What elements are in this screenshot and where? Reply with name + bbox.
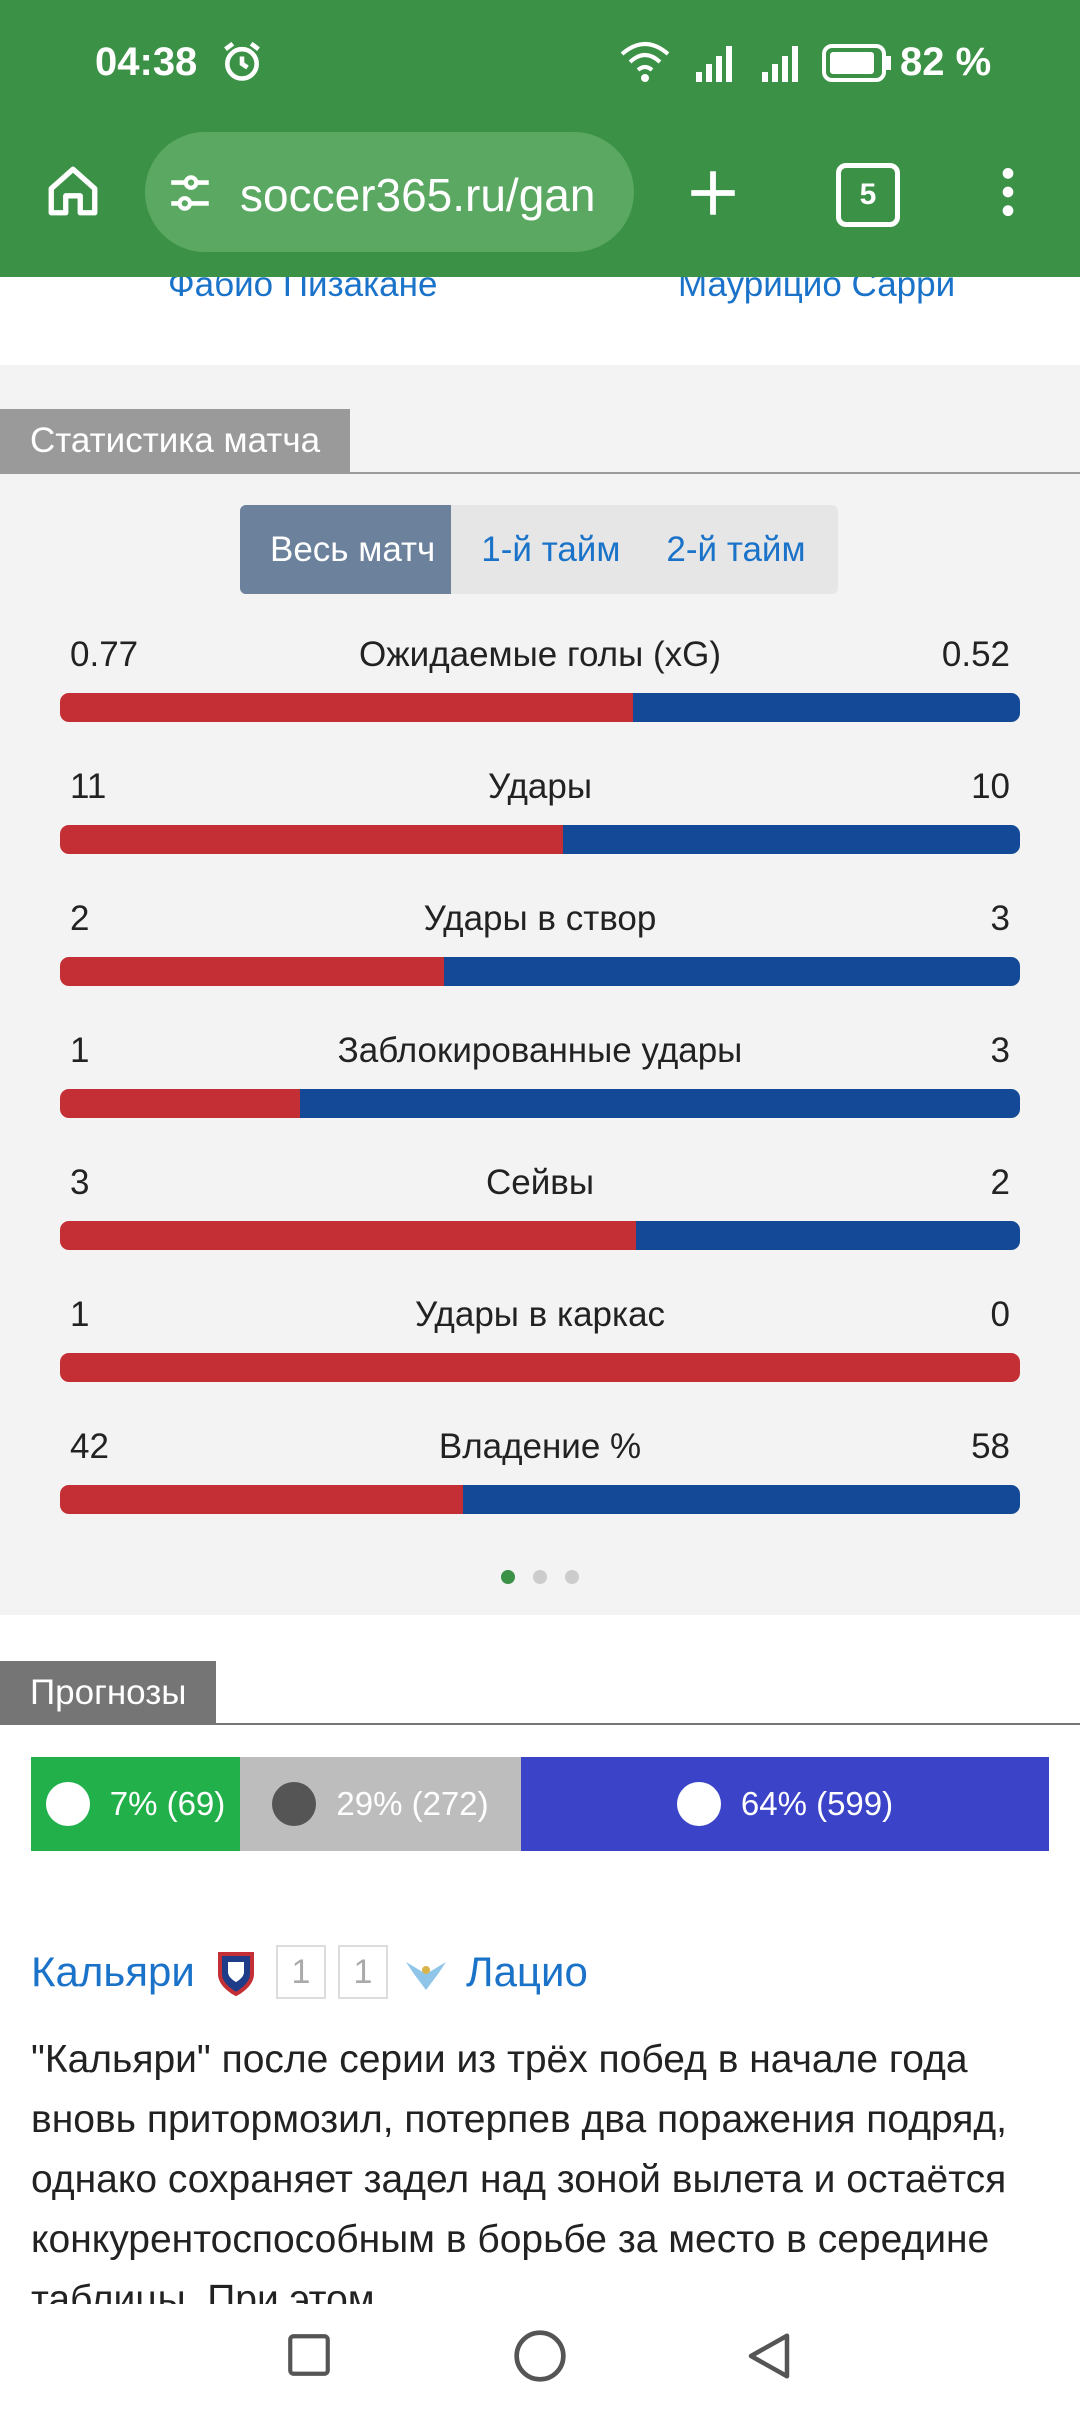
recents-button[interactable] [284,2330,334,2380]
outcome-icon [45,1782,90,1826]
away-bar [444,957,1020,986]
home-value: 0.77 [70,635,139,674]
section-title: Статистика матча [0,409,351,472]
stat-label: Удары [487,767,592,806]
home-bar [60,1089,300,1118]
away-value: 0.52 [941,635,1010,674]
score: 1 [338,1945,388,1999]
away-bar [300,1089,1020,1118]
home-bar [60,1353,1020,1382]
stat-bar [60,1089,1020,1118]
alarm-icon [224,41,260,81]
home-value: 2 [70,899,90,938]
prediction-label: 7% (69) [109,1785,226,1822]
url-bar[interactable]: soccer365.ru/gan [145,132,634,252]
home-bar [60,825,563,854]
home-bar [60,1485,464,1514]
battery-icon [822,44,891,82]
stat-label: Сейвы [485,1163,595,1202]
stat-bar [60,1221,1020,1250]
away-bar [463,1485,1020,1514]
period-tab[interactable]: Весь матч [240,505,452,594]
away-bar [562,825,1020,854]
away-value: 3 [990,1031,1010,1070]
away-value: 3 [990,899,1010,938]
home-bar [60,693,634,722]
stat-bar [60,1485,1020,1514]
period-tab[interactable]: 1-й тайм [481,530,621,569]
team-link[interactable]: Лацио [466,1948,588,1995]
back-button[interactable] [742,2328,796,2384]
away-bar [633,693,1020,722]
team-logo [406,1962,446,1990]
away-bar [636,1221,1020,1250]
menu-button[interactable] [980,162,1036,222]
home-value: 11 [70,767,107,806]
site-settings-icon[interactable] [165,168,215,218]
home-value: 1 [70,1295,90,1334]
url-text: soccer365.ru/gan [240,169,596,221]
section-line [0,472,1080,474]
prediction-label: 29% (272) [336,1785,489,1822]
preview-text: "Кальяри" после серии из трёх побед в на… [31,2038,1007,2304]
stat-bar [60,825,1020,854]
stat-label: Заблокированные удары [337,1031,743,1070]
browser-header: 04:38 82 % soccer365.ru/gan 5 [0,0,1080,277]
predictions-bar: 7% (69) 29% (272) 64% (599) [31,1757,1049,1851]
period-tabs: Весь матч 1-й тайм 2-й тайм [240,505,838,594]
team-link[interactable]: Кальяри [31,1948,195,1995]
stat-bar [60,693,1020,722]
page-dot[interactable] [565,1570,579,1584]
home-bar [60,957,444,986]
battery-level: 82 % [900,40,992,84]
status-time: 04:38 [95,40,198,84]
stat-bar [60,1353,1020,1382]
nav-bar [0,2304,1080,2412]
home-value: 42 [70,1427,109,1466]
away-value: 2 [990,1163,1010,1202]
prediction-segment[interactable]: 29% (272) [240,1757,521,1851]
match-stats: Статистика матча Весь матч 1-й тайм 2-й та… [0,365,1080,1615]
home-nav-button[interactable] [512,2328,568,2384]
away-value: 0 [990,1295,1010,1334]
outcome-icon [272,1782,317,1826]
prediction-label: 64% (599) [740,1785,894,1822]
prediction-segment[interactable]: 7% (69) [31,1757,240,1851]
period-tab[interactable]: 2-й тайм [666,530,806,569]
stat-label: Удары в створ [423,899,657,938]
prediction-segment[interactable]: 64% (599) [521,1757,1049,1851]
stat-label: Ожидаемые голы (xG) [359,635,721,674]
away-value: 10 [971,767,1010,806]
section-title: Прогнозы [0,1661,217,1724]
page-dot[interactable] [501,1570,515,1584]
team-logo [218,1952,254,1997]
signal-icons [620,42,798,82]
home-value: 3 [70,1163,90,1202]
tabs-count[interactable]: 5 [836,163,900,227]
score: 1 [276,1945,326,1999]
away-value: 58 [971,1427,1010,1466]
home-value: 1 [70,1031,90,1070]
home-button[interactable] [44,162,102,220]
outcome-icon [676,1782,721,1826]
page-dot[interactable] [533,1570,547,1584]
stat-label: Удары в каркас [414,1295,666,1334]
home-bar [60,1221,636,1250]
section-line [0,1723,1080,1725]
stat-label: Владение % [438,1427,642,1466]
stat-bar [60,957,1020,986]
new-tab-button[interactable] [684,164,742,222]
